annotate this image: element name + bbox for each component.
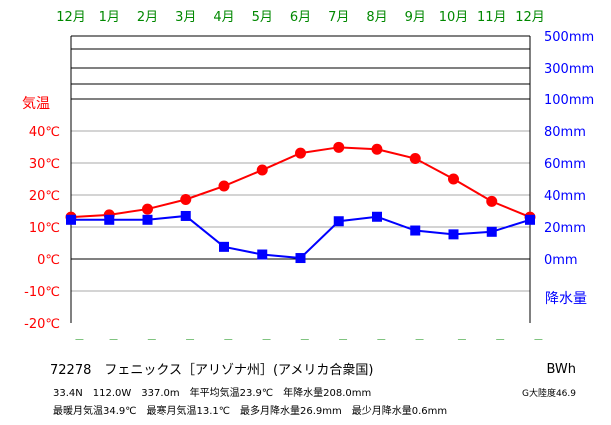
month-label: 4月 bbox=[213, 10, 234, 25]
precipitation-point bbox=[104, 214, 115, 225]
precipitation-axis: 500mm 300mm 100mm 80mm 60mm 40mm 20mm 0mm 降水量 bbox=[544, 30, 594, 307]
precipitation-point bbox=[257, 249, 268, 260]
temperature-series bbox=[65, 141, 536, 223]
month-label: 12月 bbox=[515, 10, 545, 25]
temperature-point bbox=[486, 195, 498, 207]
month-label: 12月 bbox=[56, 339, 86, 340]
climate-chart: 12月 1月 2月 3月 4月 5月 6月 7月 8月 9月 10月 11月 12月 気温 40℃ 30℃ 2… bbox=[22, 10, 594, 340]
station-name: 72278 フェニックス［アリゾナ州］(アメリカ合衆国) bbox=[50, 363, 374, 378]
precipitation-tick: 40mm bbox=[544, 189, 586, 204]
month-label: 3月 bbox=[175, 10, 196, 25]
temperature-tick: 30℃ bbox=[29, 157, 60, 172]
temperature-tick: -20℃ bbox=[24, 317, 60, 332]
month-label: 12月 bbox=[515, 339, 545, 340]
station-stats-2: 最暖月気温34.9℃ 最寒月気温13.1℃ 最多月降水量26.9mm 最少月降水… bbox=[53, 406, 448, 417]
month-label: 1月 bbox=[99, 339, 120, 340]
precipitation-point bbox=[219, 241, 229, 252]
temperature-point bbox=[256, 164, 268, 176]
month-label: 4月 bbox=[213, 339, 234, 340]
month-label: 6月 bbox=[290, 339, 311, 340]
temperature-tick: 0℃ bbox=[37, 253, 60, 268]
month-label: 9月 bbox=[405, 339, 426, 340]
precipitation-point bbox=[333, 216, 344, 227]
month-label: 7月 bbox=[328, 339, 349, 340]
temperature-point bbox=[333, 141, 345, 153]
month-label: 6月 bbox=[290, 10, 311, 25]
temperature-point bbox=[180, 193, 192, 205]
month-label: 3月 bbox=[175, 339, 196, 340]
top-month-labels: 12月 1月 2月 3月 4月 5月 6月 7月 8月 9月 10月 11月 12月 bbox=[56, 10, 545, 25]
temperature-point bbox=[448, 173, 459, 185]
month-label: 7月 bbox=[328, 10, 349, 25]
precipitation-tick: 100mm bbox=[544, 93, 594, 108]
temperature-tick: 20℃ bbox=[29, 189, 60, 204]
month-label: 5月 bbox=[252, 10, 273, 25]
month-label: 11月 bbox=[477, 10, 507, 25]
month-label: 10月 bbox=[439, 339, 469, 340]
temperature-point bbox=[295, 147, 306, 159]
month-label: 10月 bbox=[439, 10, 469, 25]
precipitation-line bbox=[71, 214, 531, 260]
precipitation-series bbox=[66, 210, 535, 264]
station-stats-1: 33.4N 112.0W 337.0m 年平均気温23.9℃ 年降水量208.0… bbox=[53, 388, 372, 399]
precipitation-point bbox=[486, 226, 497, 237]
precipitation-point bbox=[410, 225, 421, 236]
month-label: 2月 bbox=[137, 339, 158, 340]
continentality-index: G大陸度46.9 bbox=[521, 389, 576, 399]
month-label: 1月 bbox=[99, 10, 120, 25]
precipitation-point bbox=[180, 210, 191, 221]
plot-area bbox=[70, 35, 531, 323]
month-label: 8月 bbox=[366, 339, 387, 340]
bottom-month-labels: 12月 1月 2月 3月 4月 5月 6月 7月 8月 9月 10月 11月 12月 bbox=[56, 339, 545, 340]
temperature-axis-title: 気温 bbox=[22, 96, 50, 112]
precipitation-point bbox=[142, 214, 153, 225]
temperature-point bbox=[218, 180, 230, 192]
precipitation-tick: 0mm bbox=[544, 253, 578, 268]
month-label: 5月 bbox=[252, 339, 273, 340]
precipitation-point bbox=[525, 214, 535, 225]
month-label: 9月 bbox=[405, 10, 426, 25]
temperature-tick: -10℃ bbox=[24, 285, 60, 300]
temperature-axis: 気温 40℃ 30℃ 20℃ 10℃ 0℃ -10℃ -20℃ bbox=[22, 96, 60, 332]
temperature-point bbox=[409, 153, 421, 165]
precipitation-tick: 60mm bbox=[544, 157, 586, 172]
precipitation-tick: 20mm bbox=[544, 221, 586, 236]
temperature-point bbox=[142, 203, 153, 215]
month-label: 11月 bbox=[477, 339, 507, 340]
precipitation-tick: 500mm bbox=[544, 30, 594, 45]
temperature-tick: 40℃ bbox=[29, 125, 60, 140]
temperature-tick: 10℃ bbox=[29, 221, 60, 236]
month-label: 12月 bbox=[56, 10, 86, 25]
precipitation-tick: 300mm bbox=[544, 62, 594, 77]
precipitation-tick: 80mm bbox=[544, 125, 586, 140]
climate-code: BWh bbox=[546, 362, 576, 377]
month-label: 8月 bbox=[366, 10, 387, 25]
precipitation-point bbox=[66, 214, 76, 225]
month-label: 2月 bbox=[137, 10, 158, 25]
precipitation-point bbox=[372, 211, 382, 222]
precipitation-point bbox=[448, 229, 459, 240]
temperature-point bbox=[371, 143, 383, 155]
precipitation-point bbox=[295, 253, 306, 264]
precipitation-axis-title: 降水量 bbox=[545, 291, 587, 307]
